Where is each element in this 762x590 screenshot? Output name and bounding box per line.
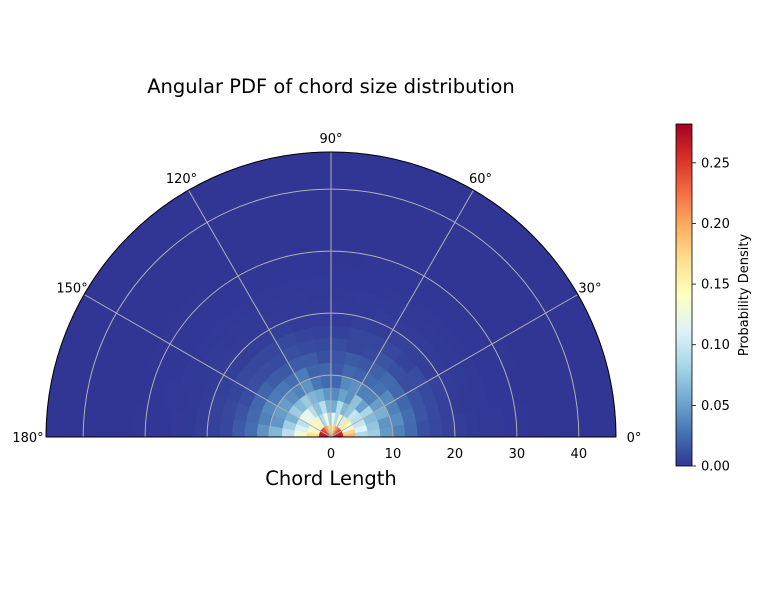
angle-tick-labels: 0° 30° 60° 90° 120° 150° 180° — [12, 132, 641, 446]
angle-tick-label: 120° — [166, 172, 197, 187]
angle-tick-label: 30° — [578, 282, 601, 297]
angle-grid-line — [330, 189, 474, 438]
density-cell — [330, 349, 347, 365]
density-cells — [45, 151, 617, 438]
density-cell — [169, 408, 185, 438]
chart-title: Angular PDF of chord size distribution — [147, 75, 515, 98]
radial-tick-label: 30 — [509, 447, 526, 462]
density-cell — [330, 374, 343, 389]
angle-tick-label: 90° — [319, 132, 342, 147]
density-cell — [403, 421, 419, 438]
colorbar-tick-label: 0.10 — [701, 338, 730, 353]
angle-tick-label: 150° — [56, 282, 87, 297]
density-cell — [231, 419, 246, 438]
angle-grid-line — [83, 294, 332, 438]
angle-tick-label: 180° — [12, 431, 43, 446]
density-cell — [330, 312, 353, 328]
density-cell — [302, 275, 332, 291]
density-cell — [219, 417, 234, 438]
radial-tick-label: 10 — [385, 447, 402, 462]
density-cell — [330, 362, 345, 377]
density-cell — [309, 312, 332, 328]
radial-tick-label: 40 — [571, 447, 588, 462]
polar-grid — [82, 152, 580, 438]
density-cell — [330, 325, 351, 340]
density-cell — [206, 415, 222, 438]
radial-tick-label: 0 — [327, 447, 335, 462]
density-cell — [489, 406, 505, 438]
density-cell — [330, 337, 349, 352]
colorbar-tick-label: 0.00 — [701, 460, 730, 475]
colorbar-tick-label: 0.15 — [701, 278, 730, 293]
angle-grid-line — [330, 294, 579, 438]
density-cell — [256, 423, 271, 438]
density-cell — [416, 419, 431, 438]
density-cell — [182, 410, 198, 438]
density-cell — [330, 263, 362, 279]
colorbar-ticks: 0.00 0.05 0.10 0.15 0.20 0.25 — [692, 156, 730, 475]
density-cell — [313, 337, 332, 352]
angle-tick-label: 60° — [469, 172, 492, 187]
polar-outline — [45, 151, 617, 438]
density-cell — [330, 288, 358, 304]
colorbar-label: Probability Density — [737, 234, 752, 357]
radial-tick-label: 20 — [447, 447, 464, 462]
density-cell — [464, 410, 480, 438]
angle-tick-label: 0° — [627, 431, 642, 446]
density-cell — [157, 406, 173, 438]
density-cell — [428, 417, 443, 438]
density-cell — [300, 263, 332, 279]
angle-grid-line — [188, 189, 332, 438]
colorbar: 0.00 0.05 0.10 0.15 0.20 0.25 Probability Den… — [675, 123, 752, 475]
density-cell — [268, 425, 283, 438]
density-cell — [477, 408, 493, 438]
colorbar-gradient — [675, 123, 693, 467]
density-cell — [330, 275, 360, 291]
radial-tick-labels: 0 10 20 30 40 — [327, 447, 587, 462]
density-cell — [304, 288, 332, 304]
density-cell — [315, 349, 332, 365]
colorbar-tick-label: 0.25 — [701, 156, 730, 171]
colorbar-tick-label: 0.20 — [701, 217, 730, 232]
density-cell — [311, 325, 332, 340]
x-axis-label: Chord Length — [265, 467, 396, 490]
density-cell — [440, 415, 456, 438]
density-cell — [243, 421, 259, 438]
colorbar-tick-label: 0.05 — [701, 399, 730, 414]
